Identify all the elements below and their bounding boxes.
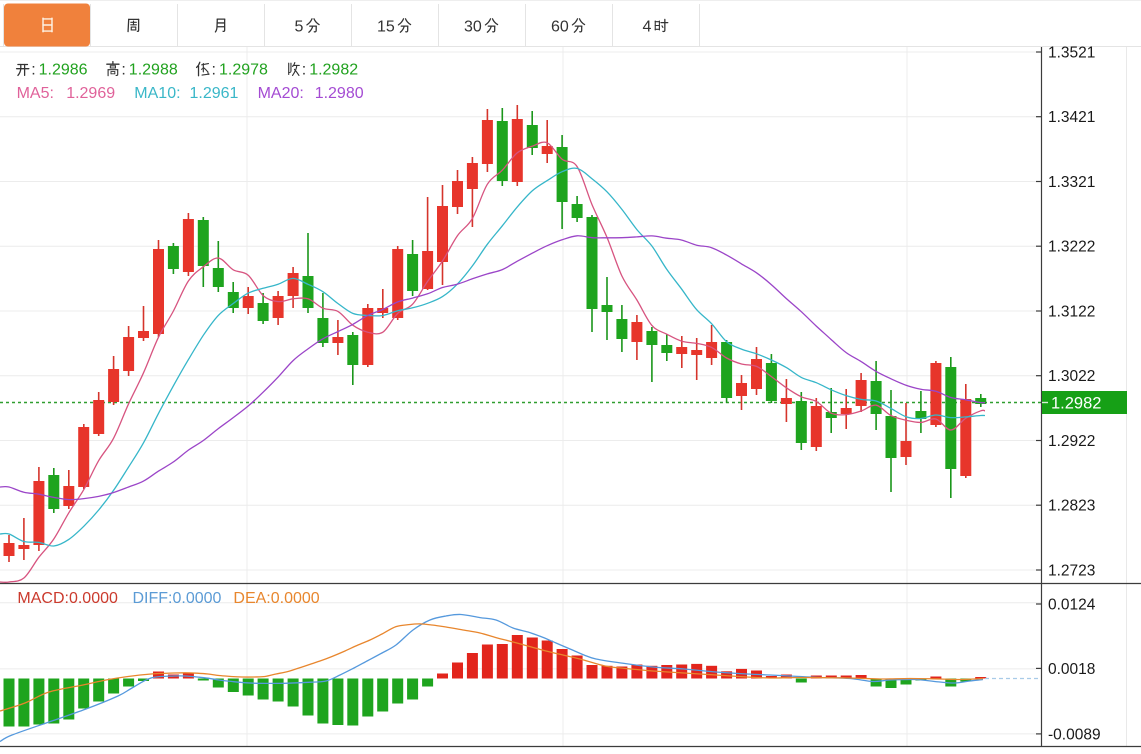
svg-text:1.2978: 1.2978 [219, 62, 268, 79]
svg-text:DIFF:0.0000: DIFF:0.0000 [133, 590, 222, 607]
svg-text:30: 30 [464, 19, 482, 36]
svg-text:5: 5 [295, 19, 304, 36]
svg-text:1.2982: 1.2982 [1051, 395, 1101, 413]
svg-text:15: 15 [377, 19, 395, 36]
svg-text:1.3521: 1.3521 [1048, 45, 1095, 62]
svg-text:60: 60 [551, 19, 569, 36]
svg-text:1.2723: 1.2723 [1048, 563, 1095, 580]
svg-text::: : [302, 62, 306, 79]
svg-text:1.3421: 1.3421 [1048, 109, 1095, 126]
svg-text::: : [212, 62, 216, 79]
svg-text:1.3022: 1.3022 [1048, 368, 1095, 385]
svg-text:DEA:0.0000: DEA:0.0000 [233, 590, 319, 607]
svg-text::: : [121, 62, 125, 79]
svg-text:-0.0089: -0.0089 [1048, 726, 1101, 743]
svg-text:0.0018: 0.0018 [1048, 661, 1095, 678]
svg-text:1.3122: 1.3122 [1048, 304, 1095, 321]
svg-text:4: 4 [643, 19, 652, 36]
svg-text:MA5: 1.2969: MA5: 1.2969 [17, 85, 116, 102]
svg-text:0.0124: 0.0124 [1048, 597, 1096, 614]
svg-text:1.3222: 1.3222 [1048, 239, 1095, 256]
svg-text:1.2922: 1.2922 [1048, 433, 1095, 450]
svg-text:1.2823: 1.2823 [1048, 498, 1095, 515]
svg-text::: : [31, 62, 35, 79]
svg-text:1.2982: 1.2982 [309, 62, 358, 79]
svg-text:MACD:0.0000: MACD:0.0000 [17, 590, 118, 607]
svg-text:1.3321: 1.3321 [1048, 174, 1095, 191]
svg-text:1.2986: 1.2986 [39, 62, 88, 79]
svg-text:1.2988: 1.2988 [129, 62, 178, 79]
